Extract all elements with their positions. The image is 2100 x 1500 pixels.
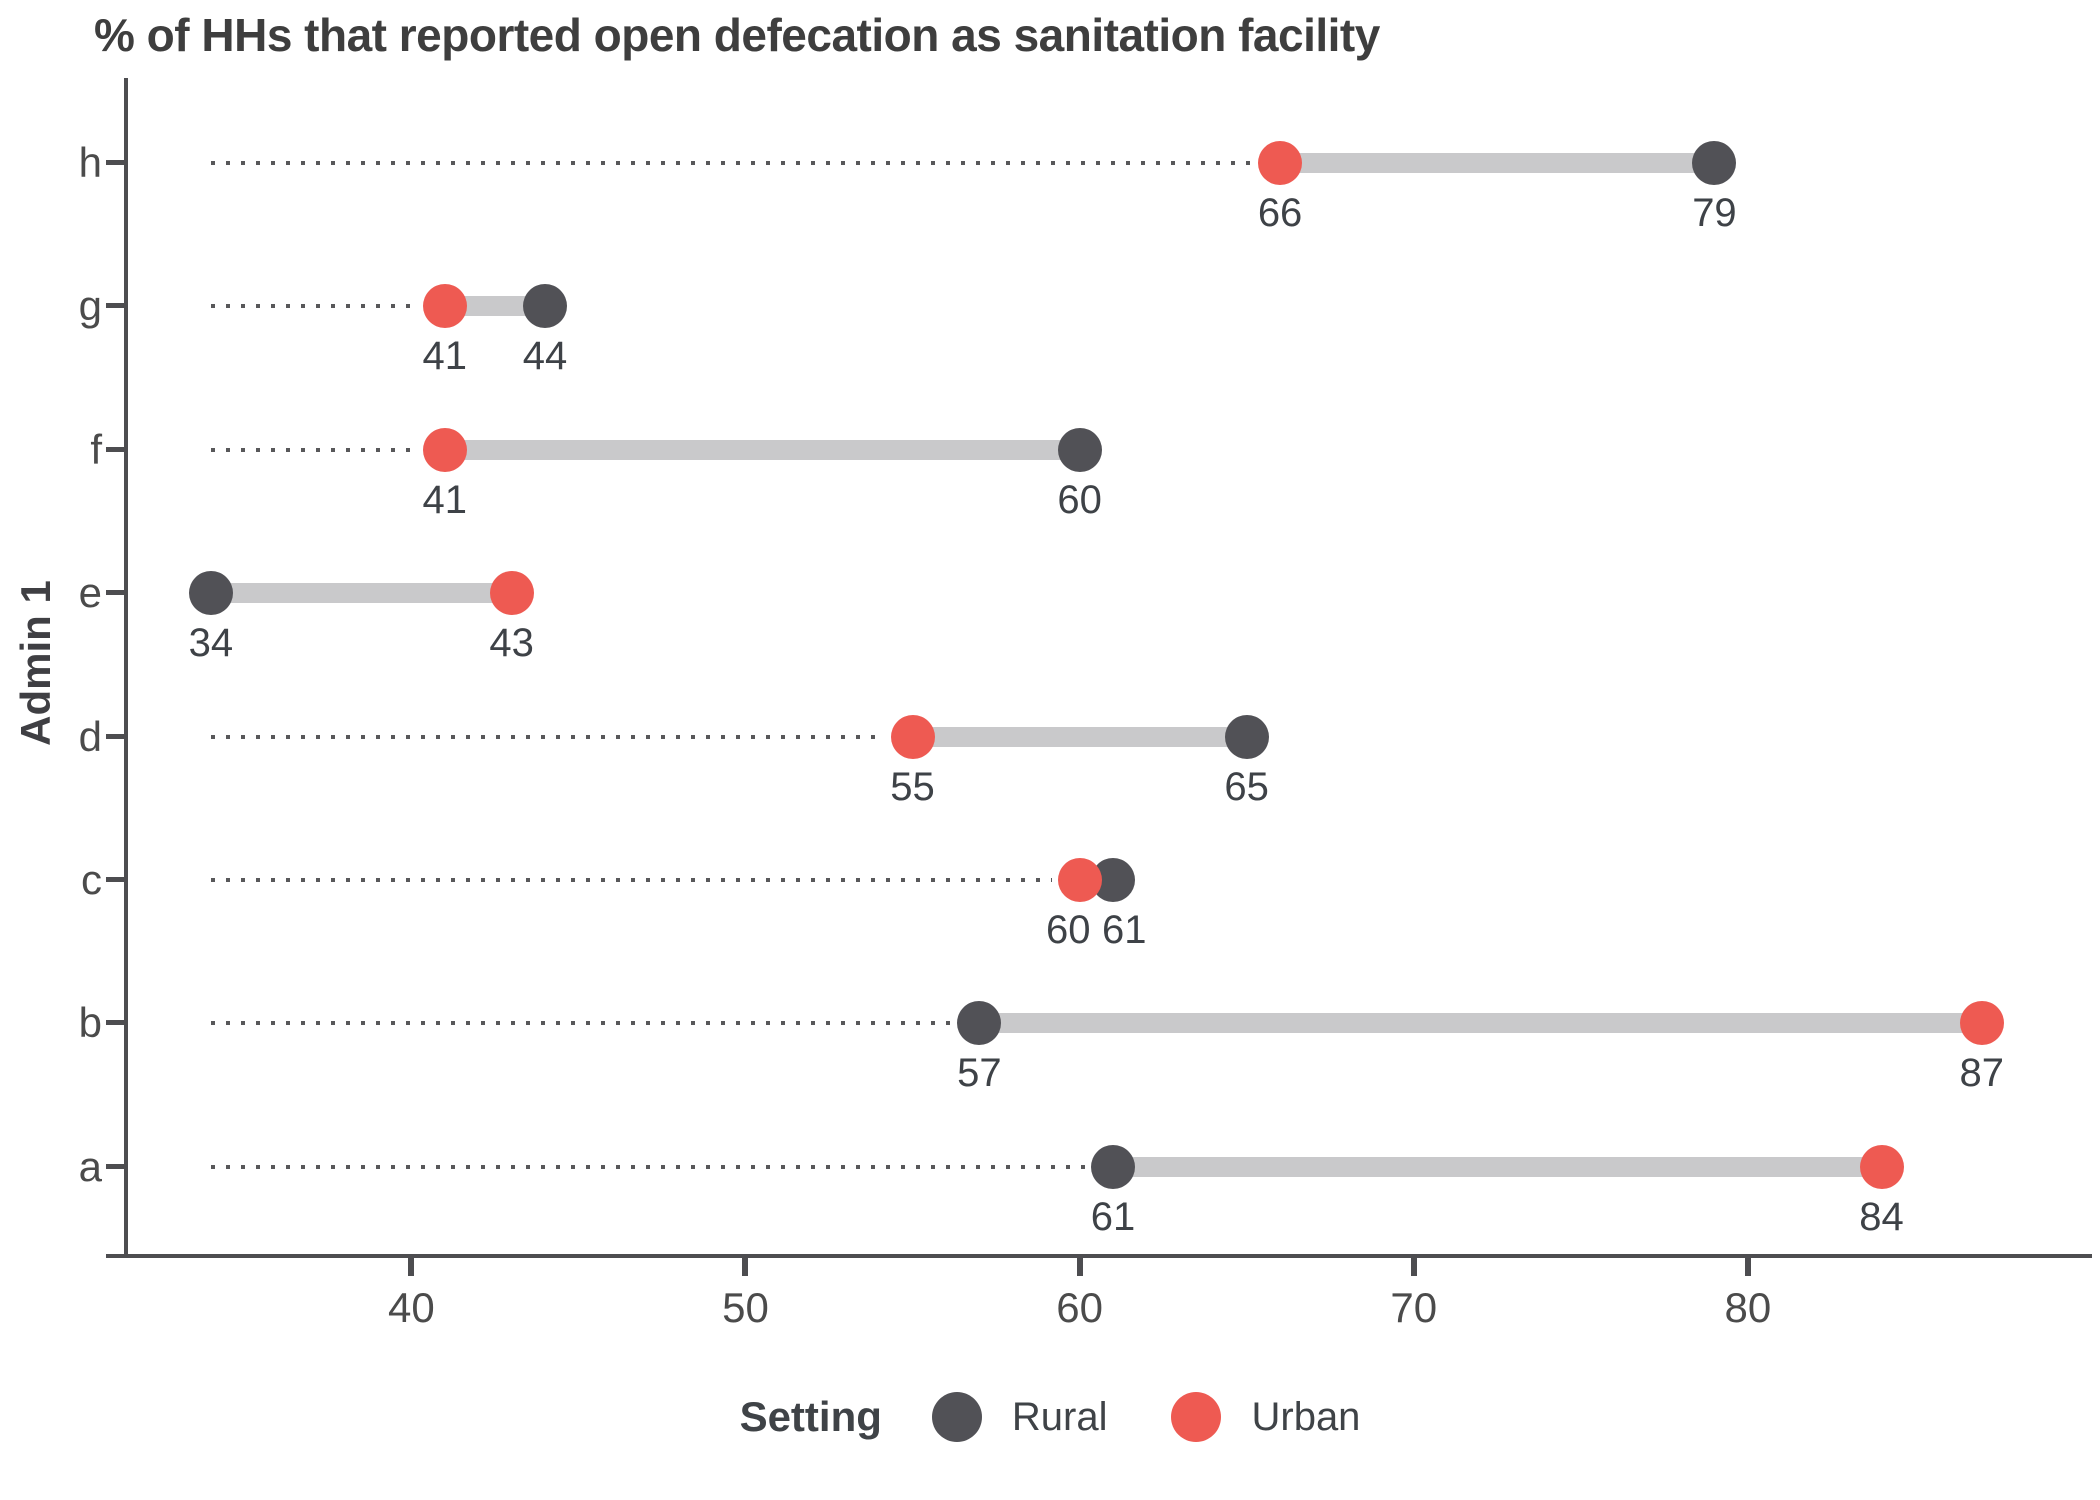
legend-swatch-urban bbox=[1171, 1392, 1222, 1442]
rural-dot bbox=[522, 284, 567, 329]
leader-line bbox=[210, 304, 417, 309]
connector-bar bbox=[912, 726, 1247, 747]
connector-bar bbox=[1113, 1156, 1882, 1177]
urban-dot bbox=[422, 284, 467, 329]
category-label: h bbox=[78, 139, 102, 186]
value-label: 79 bbox=[1692, 191, 1737, 235]
connector-bar bbox=[444, 439, 1080, 460]
leader-line bbox=[210, 447, 417, 452]
chart-title: % of HHs that reported open defecation a… bbox=[94, 9, 1380, 61]
value-label: 41 bbox=[422, 334, 468, 379]
connector-bar bbox=[444, 296, 545, 317]
y-tick bbox=[106, 1163, 124, 1169]
value-label: 34 bbox=[188, 621, 234, 666]
value-label: 60 bbox=[1057, 477, 1102, 522]
x-tick bbox=[1410, 1258, 1417, 1276]
leader-line bbox=[210, 734, 885, 739]
value-label: 41 bbox=[422, 477, 468, 522]
x-tick bbox=[1076, 1258, 1083, 1276]
value-label: 61 bbox=[1102, 908, 1147, 952]
value-label: 66 bbox=[1257, 191, 1303, 235]
x-tick-label: 50 bbox=[722, 1284, 769, 1331]
legend-items: Rural Urban bbox=[931, 1392, 1360, 1442]
y-tick bbox=[106, 1020, 124, 1026]
urban-dot bbox=[1959, 1001, 2004, 1046]
value-label: 55 bbox=[890, 764, 935, 809]
category-label: b bbox=[78, 999, 102, 1047]
x-axis-line bbox=[106, 1254, 2092, 1258]
x-tick bbox=[408, 1258, 415, 1276]
x-tick-label: 80 bbox=[1724, 1284, 1772, 1331]
legend-swatch-rural bbox=[931, 1392, 982, 1442]
urban-dot bbox=[890, 714, 935, 759]
connector-bar bbox=[210, 583, 512, 604]
x-tick-label: 70 bbox=[1390, 1284, 1438, 1331]
legend-title: Setting bbox=[739, 1393, 882, 1440]
rural-dot bbox=[1692, 141, 1737, 185]
x-tick bbox=[1744, 1258, 1751, 1276]
category-label: a bbox=[78, 1142, 102, 1190]
y-tick bbox=[106, 303, 124, 309]
value-label: 87 bbox=[1959, 1051, 2004, 1096]
legend-label: Urban bbox=[1251, 1394, 1361, 1439]
rural-dot bbox=[188, 571, 233, 616]
category-label: d bbox=[78, 712, 102, 760]
urban-dot bbox=[1859, 1144, 1904, 1189]
y-tick bbox=[106, 733, 124, 739]
value-label: 84 bbox=[1859, 1194, 1904, 1239]
rural-dot bbox=[1091, 1144, 1135, 1189]
x-tick-label: 40 bbox=[387, 1284, 435, 1331]
leader-line bbox=[210, 1021, 952, 1026]
value-label: 61 bbox=[1090, 1194, 1136, 1239]
urban-dot bbox=[489, 571, 534, 616]
rural-dot bbox=[1224, 714, 1269, 759]
legend-item-urban: Urban bbox=[1171, 1392, 1360, 1442]
y-axis-line bbox=[124, 78, 128, 1258]
urban-dot bbox=[1258, 141, 1303, 185]
leader-line bbox=[210, 1164, 1085, 1169]
category-label: g bbox=[78, 282, 102, 330]
category-label: f bbox=[90, 425, 102, 473]
value-label: 60 bbox=[1046, 908, 1091, 952]
legend-item-rural: Rural bbox=[931, 1392, 1108, 1442]
category-label: c bbox=[81, 856, 102, 903]
legend-label: Rural bbox=[1011, 1394, 1108, 1439]
value-label: 43 bbox=[489, 621, 534, 666]
value-label: 44 bbox=[522, 334, 568, 379]
x-tick-label: 60 bbox=[1056, 1284, 1103, 1331]
rural-dot bbox=[957, 1001, 1002, 1046]
y-tick bbox=[106, 590, 124, 596]
urban-dot bbox=[1057, 858, 1102, 902]
value-label: 65 bbox=[1224, 764, 1269, 809]
connector-bar bbox=[1280, 153, 1715, 173]
category-label: e bbox=[78, 569, 102, 617]
value-label: 57 bbox=[957, 1051, 1002, 1096]
leader-line bbox=[210, 161, 1253, 165]
legend: Setting Rural Urban bbox=[0, 1392, 2100, 1442]
connector-bar bbox=[979, 1013, 1982, 1034]
y-tick bbox=[106, 160, 124, 165]
y-tick bbox=[106, 877, 124, 882]
x-tick bbox=[742, 1258, 749, 1276]
rural-dot bbox=[1057, 427, 1102, 472]
leader-line bbox=[210, 878, 1052, 882]
y-tick bbox=[106, 446, 124, 452]
urban-dot bbox=[422, 427, 467, 472]
